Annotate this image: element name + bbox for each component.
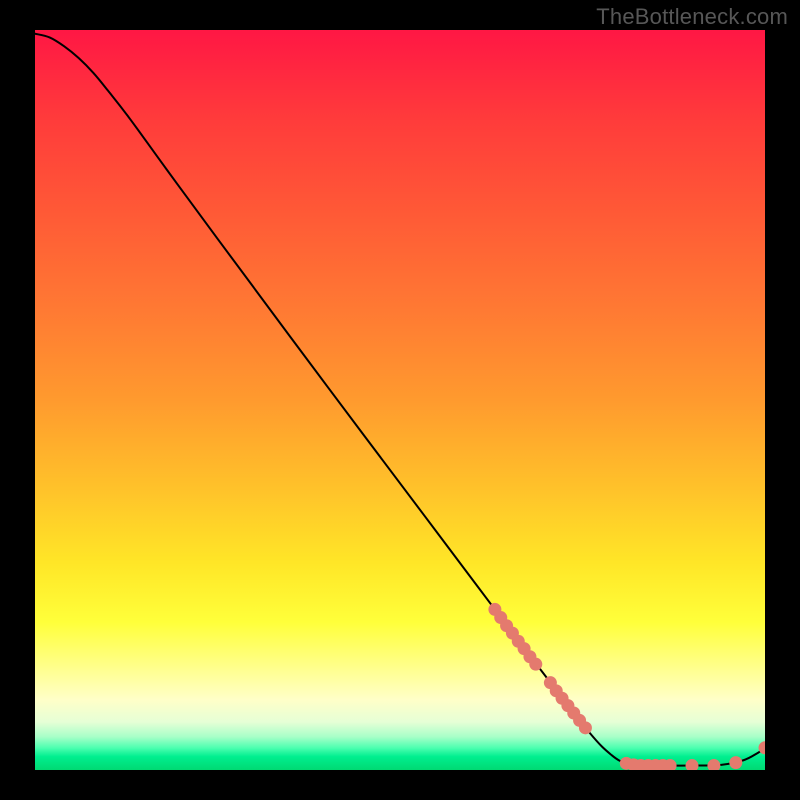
plot-area bbox=[35, 30, 765, 770]
chart-container: TheBottleneck.com bbox=[0, 0, 800, 800]
marker-point bbox=[529, 658, 542, 671]
chart-svg bbox=[35, 30, 765, 770]
chart-background bbox=[35, 30, 765, 770]
marker-point bbox=[579, 721, 592, 734]
watermark-text: TheBottleneck.com bbox=[596, 4, 788, 30]
marker-point bbox=[729, 756, 742, 769]
